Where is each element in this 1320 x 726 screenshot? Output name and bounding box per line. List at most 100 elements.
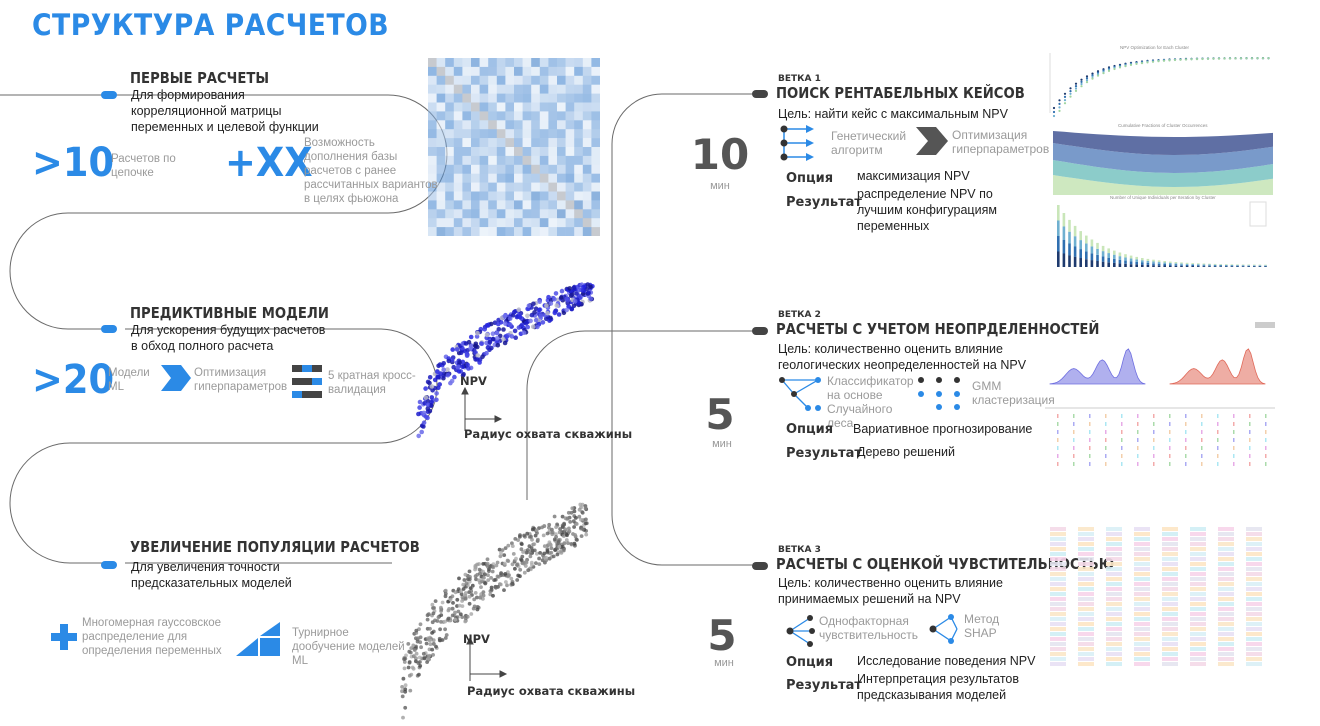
scatter-point: [485, 557, 490, 562]
scatter-point: [507, 316, 513, 321]
matrix-cell: [488, 200, 498, 210]
scatter-point: [468, 586, 473, 590]
scatter-point: [583, 521, 588, 526]
branch2-result-label: Результат: [786, 446, 862, 461]
scatter-point: [484, 332, 490, 338]
bar-segment: [1135, 256, 1138, 260]
matrix-cell: [548, 84, 558, 94]
strip-cell: [1246, 627, 1262, 631]
bar-segment: [1174, 262, 1178, 264]
scatter-point: [553, 291, 559, 296]
npv-scatter-gray: [400, 502, 589, 720]
matrix-cell: [514, 58, 523, 68]
strip-cell: [1190, 632, 1206, 636]
matrix-cell: [591, 84, 600, 94]
matrix-cell: [445, 84, 455, 94]
scatter-point: [569, 306, 574, 311]
bar-segment: [1079, 258, 1082, 267]
matrix-cell: [471, 200, 480, 210]
matrix-cell: [557, 66, 566, 77]
matrix-cell: [453, 120, 463, 130]
branch2-method1: Классификатор на основе Случайного леса: [827, 374, 914, 430]
strip-cell: [1106, 642, 1122, 646]
scatter-point: [568, 520, 573, 524]
matrix-cell: [436, 191, 446, 201]
bar-segment: [1225, 264, 1228, 266]
matrix-cell: [436, 120, 446, 130]
matrix-cell: [471, 218, 480, 228]
chevron-icon: [161, 365, 191, 391]
matrix-cell: [514, 111, 523, 121]
scatter-point: [484, 350, 489, 356]
line-point: [1080, 85, 1083, 88]
matrix-cell: [462, 120, 472, 130]
matrix-cell: [488, 111, 498, 121]
random-forest-icon: [779, 377, 821, 411]
strip-cell: [1190, 577, 1206, 581]
scatter-point: [550, 527, 554, 532]
strip-cell: [1218, 567, 1234, 571]
scatter-point: [454, 347, 460, 352]
scatter-point: [463, 593, 468, 598]
strip-cell: [1050, 567, 1066, 571]
density-curve-right: [1169, 348, 1266, 385]
scatter-point: [545, 531, 550, 536]
matrix-cell: [488, 102, 498, 112]
branch1-tag: ВЕТКА 1: [778, 74, 821, 84]
line-point: [1157, 60, 1160, 63]
scatter-point: [542, 551, 547, 556]
matrix-cell: [471, 58, 480, 68]
matrix-cell: [582, 58, 592, 68]
scatter-point: [406, 642, 411, 646]
strip-cell: [1078, 557, 1094, 561]
matrix-cell: [462, 200, 472, 210]
strip-cell: [1218, 552, 1234, 556]
scatter-point: [530, 324, 536, 329]
strip-cell: [1106, 547, 1122, 551]
matrix-cell: [548, 200, 558, 210]
matrix-cell: [428, 58, 437, 68]
scatter-point: [485, 345, 491, 350]
matrix-cell: [462, 147, 472, 157]
matrix-cell: [496, 129, 506, 139]
strip-cell: [1162, 532, 1178, 536]
scatter-point: [402, 666, 407, 671]
strip-mark: [1089, 422, 1091, 426]
strip-mark: [1121, 422, 1123, 426]
scatter-point: [573, 533, 577, 537]
bar-segment: [1124, 254, 1127, 258]
strip-cell: [1106, 627, 1122, 631]
matrix-cell: [471, 129, 480, 139]
line-point: [1063, 102, 1067, 105]
matrix-cell: [574, 227, 584, 236]
scatter-point: [472, 343, 478, 348]
npv-scatter-blue: [416, 282, 595, 439]
matrix-cell: [496, 191, 506, 201]
scatter-point: [481, 562, 486, 566]
bar-segment: [1213, 263, 1217, 265]
scatter-point: [446, 616, 451, 621]
matrix-cell: [574, 173, 584, 183]
matrix-cell: [471, 227, 480, 236]
scatter-point: [529, 534, 533, 539]
strip-mark: [1169, 462, 1171, 466]
matrix-cell: [479, 102, 489, 112]
strip-cell: [1162, 627, 1178, 631]
plus-icon: [51, 624, 77, 650]
scatter-point: [446, 358, 452, 364]
matrix-cell: [488, 84, 498, 94]
strip-cell: [1106, 577, 1122, 581]
scatter-point: [401, 676, 406, 681]
scatter1-y-label: NPV: [460, 374, 487, 388]
scatter-point: [502, 314, 508, 319]
matrix-cell: [428, 84, 437, 94]
scatter-point: [464, 353, 470, 358]
matrix-cell: [548, 58, 558, 68]
branch1-option-value: максимизация NPV: [857, 169, 970, 183]
matrix-cell: [531, 93, 541, 103]
matrix-cell: [488, 75, 498, 85]
scatter-point: [400, 685, 404, 689]
scatter-point: [460, 599, 464, 603]
strip-cell: [1134, 637, 1150, 641]
matrix-cell: [428, 138, 437, 148]
